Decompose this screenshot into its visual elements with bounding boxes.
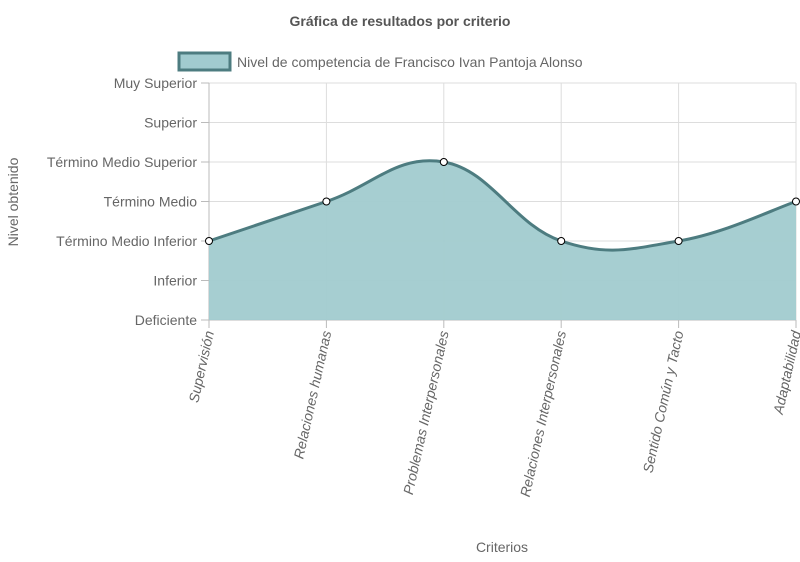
- y-tick-label-6: Muy Superior: [114, 75, 198, 91]
- y-tick-label-1: Inferior: [153, 273, 197, 289]
- series-line: [208, 159, 797, 252]
- data-point-1[interactable]: [322, 197, 331, 206]
- data-point-0[interactable]: [205, 237, 213, 245]
- x-tick-label-3: Relaciones Interpersonales: [517, 329, 569, 498]
- data-point-5[interactable]: [792, 197, 800, 206]
- legend-swatch: [177, 51, 232, 72]
- data-area: [208, 159, 797, 320]
- data-point-2[interactable]: [439, 158, 448, 166]
- chart-title: Gráfica de resultados por criterio: [290, 13, 511, 29]
- x-axis-ticks: Supervisión Relaciones humanas Problemas I…: [185, 320, 800, 498]
- y-tick-label-2: Término Medio Inferior: [56, 233, 197, 249]
- data-point-3[interactable]: [557, 237, 566, 245]
- y-tick-label-0: Deficiente: [135, 312, 197, 328]
- x-tick-label-4: Sentido Común y Tacto: [640, 329, 687, 474]
- y-tick-label-4: Término Medio Superior: [47, 154, 198, 170]
- x-tick-label-1: Relaciones humanas: [290, 329, 334, 460]
- legend[interactable]: Nivel de competencia de Francisco Ivan P…: [177, 51, 583, 72]
- data-points: [205, 158, 800, 245]
- x-axis-title: Criterios: [476, 539, 528, 555]
- y-tick-label-3: Término Medio: [104, 194, 198, 210]
- y-tick-label-5: Superior: [144, 115, 197, 131]
- y-axis-ticks: Deficiente Inferior Término Medio Inferior…: [47, 75, 209, 328]
- series-area-fill: [209, 160, 796, 320]
- y-axis-title: Nivel obtenido: [5, 157, 21, 246]
- x-tick-label-2: Problemas Interpersonales: [400, 329, 452, 496]
- legend-label: Nivel de competencia de Francisco Ivan P…: [237, 54, 583, 70]
- x-tick-label-5: Adaptabilidad: [770, 328, 800, 416]
- data-point-4[interactable]: [674, 237, 683, 245]
- x-tick-label-0: Supervisión: [185, 329, 216, 404]
